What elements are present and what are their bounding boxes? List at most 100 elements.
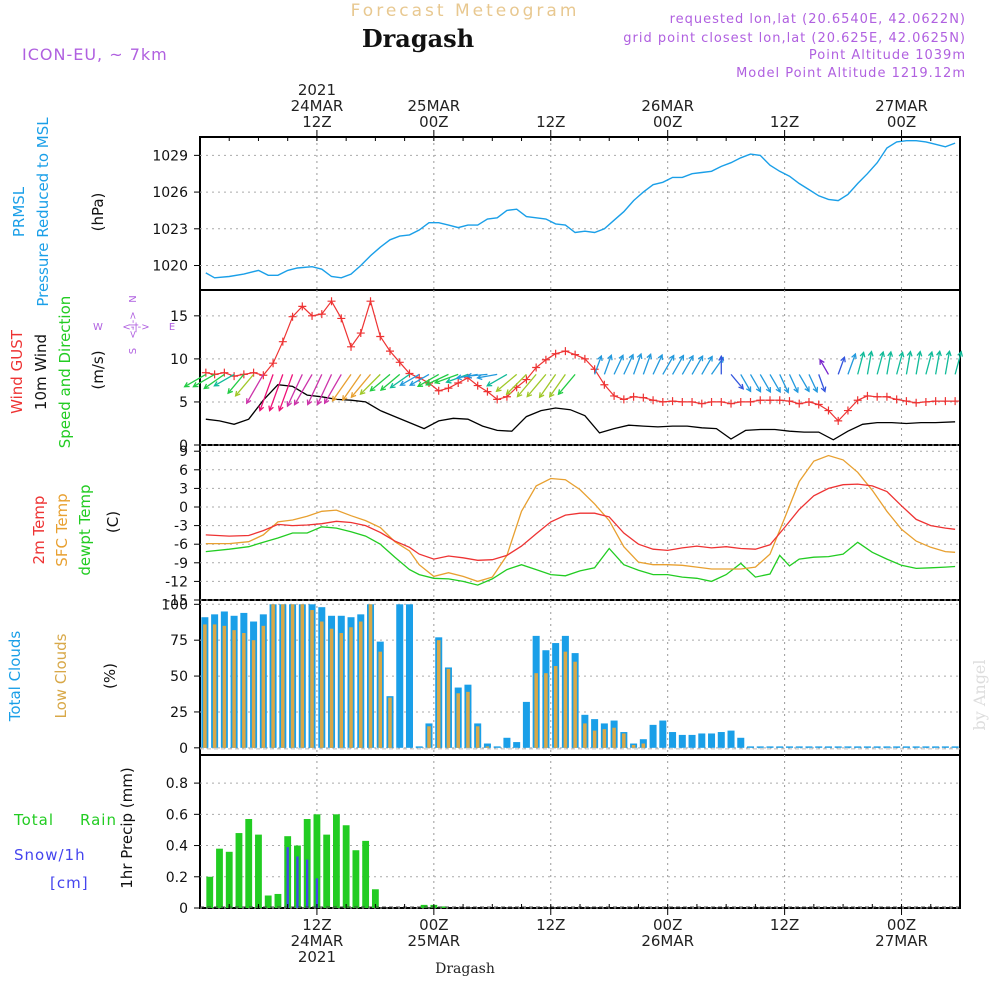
gust-marker xyxy=(493,395,502,404)
wind-arrow xyxy=(506,373,527,395)
time-label-top: 12Z xyxy=(302,113,331,131)
gust-marker xyxy=(658,397,667,406)
gust-marker xyxy=(678,397,687,406)
total-cloud-bar xyxy=(737,737,745,748)
total-cloud-bar xyxy=(844,746,852,748)
gust-marker xyxy=(649,396,658,405)
temp-label-dewpt: dewpt Temp xyxy=(76,484,94,575)
y-tick-label-temp: -3 xyxy=(174,519,188,535)
total-cloud-bar xyxy=(396,604,404,748)
wind-arrow xyxy=(278,374,294,411)
total-cloud-bar xyxy=(834,746,842,748)
wind-arrow-head xyxy=(227,388,233,395)
wind-arrow xyxy=(886,351,892,375)
time-label-bottom: 25MAR xyxy=(407,932,460,950)
wind-arrow-head xyxy=(597,354,603,362)
wind-arrow xyxy=(324,374,342,404)
watermark: by Angel xyxy=(970,659,989,730)
wind-arrow-head xyxy=(476,374,483,381)
low-cloud-bar xyxy=(544,673,548,748)
low-cloud-bar xyxy=(456,693,460,748)
point-altitude: Point Altitude 1039m xyxy=(809,48,966,63)
dewpt-line xyxy=(205,526,956,586)
total-cloud-bar xyxy=(483,743,491,748)
wind-arrow xyxy=(594,355,602,375)
time-label-top: 2021 xyxy=(298,81,336,99)
gust-marker xyxy=(766,396,774,405)
wind-arrow xyxy=(603,355,612,375)
model-altitude: Model Point Altitude 1219.12m xyxy=(736,66,966,81)
low-cloud-bar xyxy=(242,633,246,748)
total-cloud-bar xyxy=(854,746,862,748)
wind-arrow xyxy=(380,373,401,391)
precip-unit: 1hr Precip (mm) xyxy=(118,767,136,888)
wind-arrow-head xyxy=(840,356,846,363)
gust-marker xyxy=(736,397,745,406)
wind-arrow xyxy=(332,374,352,402)
gust-marker xyxy=(201,368,210,377)
wind-arrow-head xyxy=(183,382,190,388)
gust-marker xyxy=(522,375,531,384)
y-tick-label-wind: 0 xyxy=(179,438,188,454)
wind-arrow xyxy=(818,374,826,392)
wind-arrow xyxy=(788,374,799,393)
rain-bar xyxy=(420,904,428,908)
gust-line xyxy=(205,299,956,422)
wind-arrow-head xyxy=(859,351,866,358)
low-cloud-bar xyxy=(641,743,646,748)
rain-bar xyxy=(206,876,214,908)
time-label-top: 25MAR xyxy=(407,97,460,115)
y-tick-label-wind: 5 xyxy=(179,395,188,411)
total-cloud-bar xyxy=(902,746,910,748)
low-cloud-bar xyxy=(271,604,275,748)
time-label-top: 27MAR xyxy=(875,97,928,115)
gust-marker xyxy=(629,392,638,401)
time-label-bottom: 00Z xyxy=(653,916,682,934)
wind-arrow-head xyxy=(775,386,781,394)
wind-arrow-head xyxy=(657,353,664,361)
wind-arrow-head xyxy=(323,398,330,405)
gust-marker xyxy=(308,311,317,320)
gust-marker xyxy=(327,297,336,306)
wind-arrow-head xyxy=(718,354,725,361)
wind-arrow xyxy=(417,373,440,387)
low-cloud-bar xyxy=(368,604,373,748)
temp-2m-line xyxy=(205,483,956,561)
gust-marker xyxy=(843,406,852,415)
gust-marker xyxy=(610,391,619,400)
low-cloud-bar xyxy=(485,746,490,748)
gust-marker xyxy=(863,391,872,400)
low-cloud-bar xyxy=(388,697,392,748)
wind-arrow xyxy=(798,374,810,392)
low-cloud-bar xyxy=(290,604,295,748)
wind-arrow-head xyxy=(916,350,923,357)
wind-arrow-head xyxy=(486,381,493,387)
wind-arrow-head xyxy=(526,391,533,398)
wind-arrow xyxy=(701,356,713,375)
low-cloud-bar xyxy=(612,727,616,748)
wind-arrow-head xyxy=(331,395,338,402)
y-tick-label-clouds: 75 xyxy=(170,633,188,649)
wind-arrow xyxy=(526,373,547,398)
wind-arrow-head xyxy=(819,358,825,365)
wind-arrow xyxy=(486,373,508,387)
wind-arrow-head xyxy=(445,377,452,384)
low-cloud-bar xyxy=(592,730,597,748)
rain-bar xyxy=(264,895,272,908)
wind-arrow-head xyxy=(425,380,432,386)
wind-arrow xyxy=(623,354,634,375)
gust-marker xyxy=(814,400,823,409)
wind-arrow-head xyxy=(618,354,624,361)
wind-arrow xyxy=(549,374,566,398)
gust-marker xyxy=(882,392,891,401)
wind-arrow xyxy=(779,374,789,393)
wind-arrow xyxy=(672,355,684,375)
wind-arrow xyxy=(246,374,264,404)
total-cloud-bar xyxy=(863,746,871,748)
wind-arrow xyxy=(613,355,624,375)
low-cloud-bar xyxy=(232,630,236,748)
gust-marker xyxy=(444,384,453,393)
panel-frame-wind xyxy=(199,289,961,446)
rain-bar xyxy=(333,814,340,908)
wind-arrow-head xyxy=(927,350,934,358)
